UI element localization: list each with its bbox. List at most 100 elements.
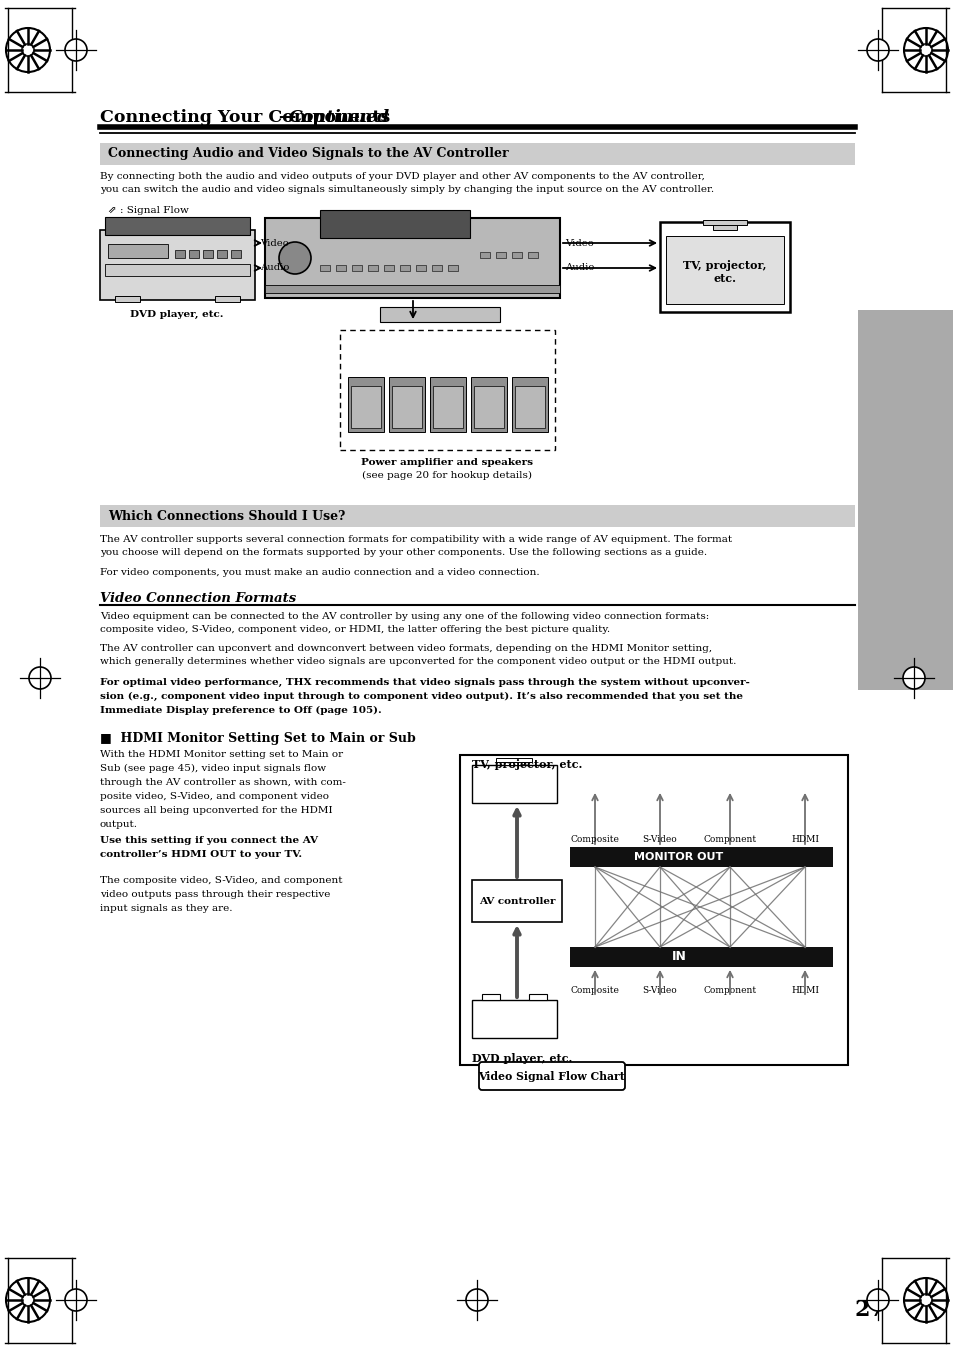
Bar <box>100 143 854 165</box>
Text: AV controller: AV controller <box>478 897 555 905</box>
Text: ■  HDMI Monitor Setting Set to Main or Sub: ■ HDMI Monitor Setting Set to Main or Su… <box>100 732 416 744</box>
Bar <box>448 265 457 272</box>
Text: Connecting Your Components: Connecting Your Components <box>100 109 390 127</box>
Text: Video equipment can be connected to the AV controller by using any one of the fo: Video equipment can be connected to the … <box>100 612 708 621</box>
Circle shape <box>465 1289 488 1310</box>
Text: S-Video: S-Video <box>642 986 677 994</box>
Text: For video components, you must make an audio connection and a video connection.: For video components, you must make an a… <box>100 567 539 577</box>
Bar <box>379 307 499 322</box>
Text: The AV controller supports several connection formats for compatibility with a w: The AV controller supports several conne… <box>100 535 731 544</box>
Circle shape <box>22 43 34 57</box>
Bar <box>430 377 465 432</box>
Text: Connecting Audio and Video Signals to the AV Controller: Connecting Audio and Video Signals to th… <box>108 147 508 161</box>
Bar <box>108 245 168 258</box>
Bar <box>115 296 140 303</box>
Bar <box>515 386 544 428</box>
Bar <box>702 220 746 226</box>
Text: sion (e.g., component video input through to component video output). It’s also : sion (e.g., component video input throug… <box>100 692 742 701</box>
Text: through the AV controller as shown, with com-: through the AV controller as shown, with… <box>100 778 346 788</box>
Text: HDMI: HDMI <box>790 835 818 844</box>
Bar <box>432 265 441 272</box>
Bar <box>368 265 377 272</box>
Text: Power amplifier and speakers: Power amplifier and speakers <box>360 458 533 467</box>
Text: Video Connection Formats: Video Connection Formats <box>100 592 296 605</box>
Text: IN: IN <box>671 951 686 963</box>
Bar <box>512 253 521 258</box>
Bar <box>496 253 505 258</box>
Circle shape <box>22 1294 34 1306</box>
Bar <box>389 377 424 432</box>
Text: By connecting both the audio and video outputs of your DVD player and other AV c: By connecting both the audio and video o… <box>100 172 704 181</box>
Text: —: — <box>278 109 295 127</box>
Text: DVD player, etc.: DVD player, etc. <box>472 1052 572 1065</box>
Text: Composite: Composite <box>570 986 618 994</box>
Text: output.: output. <box>100 820 138 830</box>
Bar <box>433 386 462 428</box>
Text: Audio: Audio <box>260 263 289 273</box>
Bar <box>335 265 346 272</box>
Circle shape <box>866 1289 888 1310</box>
Text: The AV controller can upconvert and downconvert between video formats, depending: The AV controller can upconvert and down… <box>100 644 711 653</box>
Bar <box>503 761 523 765</box>
Text: you can switch the audio and video signals simultaneously simply by changing the: you can switch the audio and video signa… <box>100 185 714 195</box>
Bar <box>712 222 737 230</box>
Bar <box>472 765 557 802</box>
Text: video outputs pass through their respective: video outputs pass through their respect… <box>100 890 330 898</box>
Bar <box>496 758 532 762</box>
Bar <box>384 265 394 272</box>
Bar <box>339 330 555 450</box>
Circle shape <box>65 1289 87 1310</box>
Text: Component: Component <box>702 835 756 844</box>
Bar <box>105 263 250 276</box>
Bar <box>174 250 185 258</box>
Text: S-Video: S-Video <box>642 835 677 844</box>
Text: TV, projector, etc.: TV, projector, etc. <box>472 759 581 770</box>
Text: input signals as they are.: input signals as they are. <box>100 904 233 913</box>
Bar <box>569 947 832 967</box>
Bar <box>399 265 410 272</box>
Circle shape <box>866 39 888 61</box>
Bar <box>459 755 847 1065</box>
Bar <box>265 285 559 293</box>
Circle shape <box>919 1294 931 1306</box>
Bar <box>348 377 384 432</box>
Bar <box>479 253 490 258</box>
Text: Video Signal Flow Chart: Video Signal Flow Chart <box>478 1070 625 1082</box>
Circle shape <box>919 43 931 57</box>
Text: HDMI: HDMI <box>790 986 818 994</box>
Bar <box>392 386 421 428</box>
Bar <box>512 377 547 432</box>
Circle shape <box>65 39 87 61</box>
Text: For optimal video performance, THX recommends that video signals pass through th: For optimal video performance, THX recom… <box>100 678 749 688</box>
Bar <box>352 265 361 272</box>
Text: sources all being upconverted for the HDMI: sources all being upconverted for the HD… <box>100 807 333 815</box>
Bar <box>471 377 506 432</box>
Text: Audio: Audio <box>564 263 594 273</box>
Text: Video: Video <box>260 239 289 247</box>
Bar <box>105 218 250 235</box>
FancyBboxPatch shape <box>478 1062 624 1090</box>
Text: composite video, S-Video, component video, or HDMI, the latter offering the best: composite video, S-Video, component vide… <box>100 626 610 634</box>
Text: (see page 20 for hookup details): (see page 20 for hookup details) <box>361 471 532 480</box>
Bar <box>481 994 499 1000</box>
Bar <box>231 250 241 258</box>
Bar <box>857 309 953 690</box>
Bar <box>527 253 537 258</box>
Bar <box>189 250 199 258</box>
Bar <box>214 296 240 303</box>
Bar <box>100 230 254 300</box>
Text: Composite: Composite <box>570 835 618 844</box>
Text: Use this setting if you connect the AV: Use this setting if you connect the AV <box>100 836 317 844</box>
Bar <box>665 236 783 304</box>
Bar <box>569 847 832 867</box>
Text: ⇗ : Signal Flow: ⇗ : Signal Flow <box>108 205 189 215</box>
Text: posite video, S-Video, and component video: posite video, S-Video, and component vid… <box>100 792 329 801</box>
Bar <box>472 880 561 921</box>
Circle shape <box>29 667 51 689</box>
Bar <box>472 1000 557 1038</box>
Text: controller’s HDMI OUT to your TV.: controller’s HDMI OUT to your TV. <box>100 850 302 859</box>
Text: Immediate Display preference to Off (page 105).: Immediate Display preference to Off (pag… <box>100 707 381 715</box>
Bar <box>319 265 330 272</box>
Bar <box>351 386 380 428</box>
Text: Which Connections Should I Use?: Which Connections Should I Use? <box>108 509 345 523</box>
